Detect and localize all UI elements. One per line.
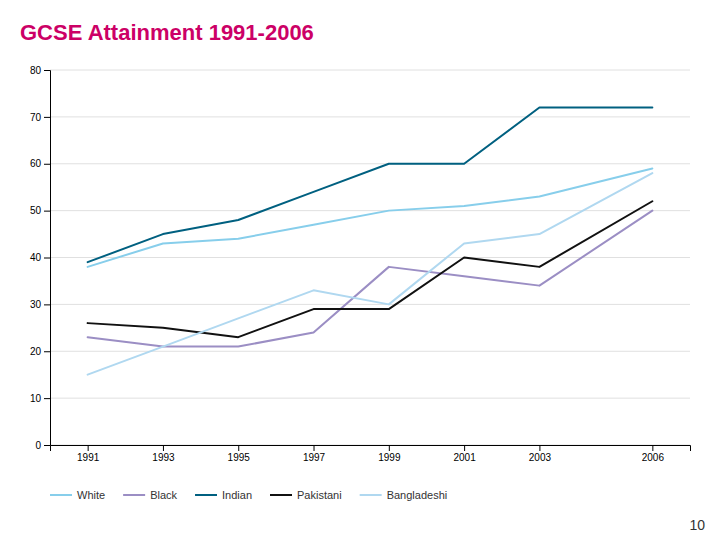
grid-line xyxy=(50,351,690,352)
y-tick-label: 0 xyxy=(35,440,41,451)
y-tick-mark xyxy=(44,117,50,118)
x-tick: 2006 xyxy=(642,445,665,463)
x-axis: 1991 1993 1995 1997 1999 2001 2003 2006 xyxy=(51,445,691,463)
grid xyxy=(50,70,690,445)
x-tick-mark xyxy=(464,445,465,451)
x-tick-label: 2001 xyxy=(453,452,476,463)
y-tick-mark xyxy=(44,164,50,165)
y-tick: 60 xyxy=(30,158,50,169)
page-number: 10 xyxy=(689,517,705,533)
x-tick-label: 1991 xyxy=(77,452,100,463)
x-tick-mark xyxy=(314,445,315,451)
series-line xyxy=(88,201,653,337)
plot-area xyxy=(88,108,653,375)
grid-line xyxy=(50,304,690,305)
y-tick: 80 xyxy=(30,65,50,76)
y-tick-mark xyxy=(44,304,50,305)
grid-line xyxy=(50,70,690,71)
y-tick: 50 xyxy=(30,205,50,216)
x-tick: 1991 xyxy=(77,445,100,463)
x-tick-mark xyxy=(88,445,89,451)
grid-line xyxy=(50,163,690,164)
y-tick: 10 xyxy=(30,393,50,404)
y-tick-label: 40 xyxy=(30,252,42,263)
legend-item: Bangladeshi xyxy=(360,489,448,501)
x-tick: 1995 xyxy=(228,445,251,463)
y-tick: 20 xyxy=(30,346,50,357)
y-tick: 40 xyxy=(30,252,50,263)
x-tick: 2003 xyxy=(529,445,552,463)
legend-label: Indian xyxy=(222,489,252,501)
series-line xyxy=(88,108,653,263)
legend-swatch xyxy=(195,494,217,496)
legend-label: White xyxy=(77,489,105,501)
y-tick-label: 20 xyxy=(30,346,42,357)
x-axis-line xyxy=(51,446,691,452)
x-tick-label: 2006 xyxy=(642,452,665,463)
x-tick-label: 1999 xyxy=(378,452,401,463)
x-tick-mark xyxy=(539,445,540,451)
title: GCSE Attainment 1991-2006 xyxy=(20,20,314,45)
x-tick-mark xyxy=(389,445,390,451)
y-tick-label: 50 xyxy=(30,205,42,216)
legend-item: Pakistani xyxy=(270,489,342,501)
y-tick-mark xyxy=(44,398,50,399)
legend-swatch xyxy=(270,494,292,496)
grid-line xyxy=(50,210,690,211)
y-axis: 0 10 20 30 40 50 60 70 80 xyxy=(30,65,51,451)
y-tick-mark xyxy=(44,70,50,71)
y-tick-mark xyxy=(44,258,50,259)
series-line xyxy=(88,168,653,266)
x-tick-mark xyxy=(652,445,653,451)
x-tick: 1997 xyxy=(303,445,326,463)
grid-line xyxy=(50,116,690,117)
y-tick-label: 70 xyxy=(30,112,42,123)
y-tick-label: 10 xyxy=(30,393,42,404)
legend-label: Bangladeshi xyxy=(387,489,448,501)
legend-swatch xyxy=(50,494,72,496)
y-tick-mark xyxy=(44,211,50,212)
x-tick: 1999 xyxy=(378,445,401,463)
x-tick: 2001 xyxy=(453,445,476,463)
x-tick-mark xyxy=(163,445,164,451)
y-tick: 70 xyxy=(30,112,50,123)
legend: White Black Indian Pakistani Bangladeshi xyxy=(50,489,447,501)
grid-line xyxy=(50,398,690,399)
legend-label: Black xyxy=(150,489,177,501)
chart: GCSE Attainment 1991-2006199119931995199… xyxy=(0,0,720,540)
y-tick-label: 80 xyxy=(30,65,42,76)
legend-swatch xyxy=(123,494,145,496)
grid-line xyxy=(50,257,690,258)
legend-label: Pakistani xyxy=(297,489,342,501)
legend-item: Black xyxy=(123,489,177,501)
legend-item: White xyxy=(50,489,105,501)
x-tick-mark xyxy=(238,445,239,451)
x-tick-label: 1995 xyxy=(228,452,251,463)
y-tick-label: 30 xyxy=(30,299,42,310)
x-tick-label: 1997 xyxy=(303,452,326,463)
x-tick-label: 1993 xyxy=(152,452,175,463)
y-tick: 30 xyxy=(30,299,50,310)
legend-swatch xyxy=(360,494,382,496)
x-tick: 1993 xyxy=(152,445,175,463)
y-tick-mark xyxy=(44,445,50,446)
x-tick-label: 2003 xyxy=(529,452,552,463)
series-line xyxy=(88,173,653,375)
series-line xyxy=(88,211,653,347)
y-tick: 0 xyxy=(35,440,50,451)
y-tick-label: 60 xyxy=(30,158,42,169)
y-axis-line xyxy=(44,71,51,446)
legend-item: Indian xyxy=(195,489,252,501)
y-tick-mark xyxy=(44,351,50,352)
